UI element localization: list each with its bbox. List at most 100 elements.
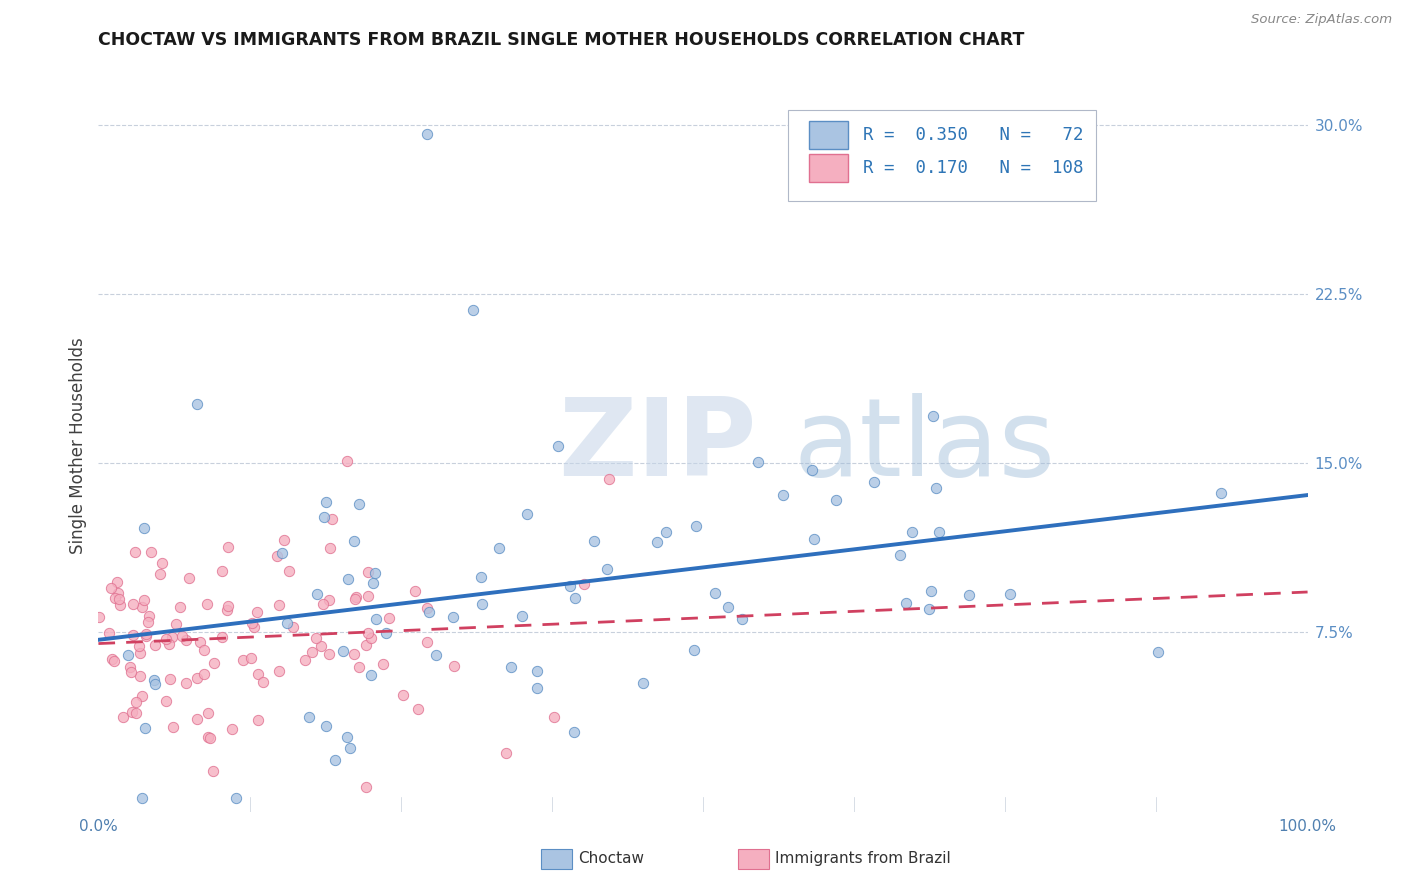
Point [357,589,380,603]
Point [343,648,366,662]
Point [526,665,548,679]
Point [307,586,329,600]
Point [415,601,437,615]
Y-axis label: Single Mother Households: Single Mother Households [69,338,87,554]
Point [221,722,243,736]
Point [685,519,707,533]
Point [155,693,177,707]
Point [100,581,122,595]
Point [165,617,187,632]
Point [309,639,332,653]
Point [596,562,619,576]
Point [772,488,794,502]
FancyBboxPatch shape [810,121,848,149]
Point [150,556,173,570]
Text: Immigrants from Brazil: Immigrants from Brazil [775,851,950,865]
Point [186,712,208,726]
Point [100,652,122,666]
Point [121,705,143,719]
Point [138,608,160,623]
Point [141,545,163,559]
Point [323,753,346,767]
Point [925,481,948,495]
Point [170,629,193,643]
Point [132,593,155,607]
Point [572,577,595,591]
Point [332,644,354,658]
Point [174,675,197,690]
Point [418,605,440,619]
Point [124,706,146,721]
Point [339,740,361,755]
Point [252,675,274,690]
Point [305,631,328,645]
Text: Source: ZipAtlas.com: Source: ZipAtlas.com [1251,13,1392,27]
Point [142,673,165,687]
Point [211,630,233,644]
Point [143,639,166,653]
Point [198,731,221,745]
Point [281,619,304,633]
Point [889,548,911,562]
Text: CHOCTAW VS IMMIGRANTS FROM BRAZIL SINGLE MOTHER HOUSEHOLDS CORRELATION CHART: CHOCTAW VS IMMIGRANTS FROM BRAZIL SINGLE… [98,31,1025,49]
Point [378,611,401,625]
Point [120,665,142,679]
Point [441,609,464,624]
Point [243,620,266,634]
Point [105,574,128,589]
Point [271,546,294,560]
Point [558,579,581,593]
Point [120,659,142,673]
Point [747,455,769,469]
Point [117,648,139,663]
Point [131,791,153,805]
Point [363,566,385,581]
Point [159,637,181,651]
Point [896,596,918,610]
Point [488,541,510,556]
Point [928,524,950,539]
Point [134,521,156,535]
Text: R =  0.170   N =  108: R = 0.170 N = 108 [863,159,1083,177]
Point [920,583,942,598]
Point [471,597,494,611]
Point [267,664,290,678]
Point [177,571,200,585]
Point [647,535,669,549]
Point [160,630,183,644]
Point [344,592,367,607]
Point [135,629,157,643]
Point [321,512,343,526]
Point [193,642,215,657]
Point [631,676,654,690]
Point [134,721,156,735]
Point [343,534,366,549]
Point [128,668,150,682]
Point [416,128,439,142]
Text: Choctaw: Choctaw [578,851,644,865]
Point [315,719,337,733]
Point [98,626,121,640]
Point [863,475,886,489]
Point [564,591,586,605]
Point [246,667,269,681]
Point [425,648,447,662]
Point [276,615,298,630]
Point [197,730,219,744]
Point [138,615,160,630]
Point [121,628,143,642]
Point [162,720,184,734]
Point [240,651,263,665]
Point [717,600,740,615]
Point [278,564,301,578]
Point [526,681,548,695]
Point [516,507,538,521]
Point [169,600,191,615]
Point [347,497,370,511]
Point [510,609,533,624]
Point [197,706,219,720]
Point [159,672,181,686]
Point [406,702,429,716]
Point [318,593,340,607]
Point [124,545,146,559]
